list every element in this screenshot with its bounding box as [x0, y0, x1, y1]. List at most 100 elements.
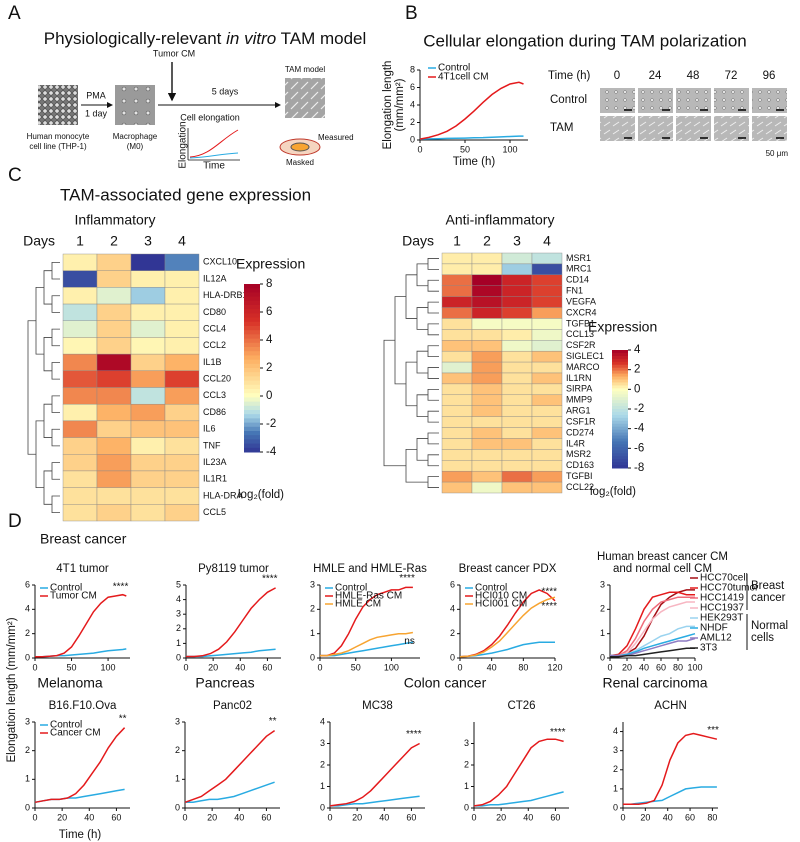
- y-tick-label: 3: [464, 738, 469, 748]
- colorbar-title: Expression: [588, 319, 657, 335]
- y-tick-label: 0: [320, 802, 325, 812]
- heatmap-cell: [441, 438, 473, 450]
- heatmap-cell: [130, 370, 166, 388]
- label: Tumor CM: [153, 48, 195, 58]
- x-tick-label: 50: [67, 662, 77, 672]
- heatmap-cell: [62, 403, 98, 422]
- heatmap-cell: [164, 437, 200, 455]
- dendrogram: [427, 367, 439, 379]
- colorbar-label: log₂(fold): [590, 486, 636, 498]
- heatmap-cell: [531, 470, 563, 483]
- heatmap-cell: [501, 274, 533, 286]
- heatmap-title: Anti-inflammatory: [446, 212, 555, 228]
- heatmap-cell: [441, 307, 473, 319]
- heatmap-cell: [130, 253, 166, 271]
- heatmap-cell: [130, 420, 166, 438]
- y-tick-label: 5: [176, 579, 181, 589]
- y-tick-label: 2: [600, 604, 605, 614]
- heatmap-cell: [531, 340, 563, 352]
- heatmap-cell: [62, 437, 98, 455]
- heatmap-cell: [130, 437, 166, 455]
- legend-label: HEK293T: [700, 613, 743, 624]
- y-tick-label: 0: [600, 652, 605, 662]
- colorbar-segment: [244, 359, 260, 365]
- gene-label: IL1R1: [203, 474, 227, 484]
- colorbar-segment: [612, 438, 628, 442]
- days-label: Days: [23, 233, 55, 249]
- gene-label: ARG1: [566, 406, 591, 416]
- y-tick-label: 0: [613, 802, 618, 812]
- legend-label: HMLE CM: [335, 599, 381, 610]
- chart-title: CT26: [507, 700, 535, 712]
- x-tick-label: 0: [182, 812, 187, 822]
- y-axis-label: Elongation length: [382, 61, 394, 150]
- heatmap-cell: [471, 416, 503, 428]
- heatmap-cell: [62, 387, 98, 405]
- heatmap-cell: [441, 405, 473, 417]
- colorbar-segment: [244, 384, 260, 390]
- label: Measured: [318, 133, 354, 142]
- colorbar-segment: [612, 388, 628, 392]
- chart-title: Breast cancer PDX: [459, 563, 557, 575]
- x-tick-label: 120: [547, 662, 562, 672]
- heatmap-cell: [96, 353, 132, 372]
- legend-label: HCI010 CM: [475, 591, 527, 602]
- heatmap-cell: [441, 416, 473, 428]
- micrograph: [638, 88, 673, 113]
- micrograph: [600, 116, 635, 141]
- heatmap-cell: [130, 487, 166, 505]
- dendrogram: [51, 295, 60, 313]
- gene-label: CCL3: [203, 390, 226, 400]
- series-line: [419, 135, 524, 140]
- y-tick-label: 4: [176, 594, 181, 604]
- heatmap-cell: [471, 460, 503, 472]
- x-tick-label: 100: [384, 662, 399, 672]
- annotation: ****: [550, 727, 566, 738]
- panel-label: B: [405, 3, 418, 24]
- colorbar-segment: [244, 380, 260, 386]
- y-tick-label: 1: [613, 783, 618, 793]
- colorbar-segment: [244, 342, 260, 348]
- y-tick-label: 2: [464, 759, 469, 769]
- y-tick-label: 3: [310, 579, 315, 589]
- heatmap-cell: [164, 487, 200, 505]
- colorbar-segment: [612, 367, 628, 372]
- legend-group-label: cancer: [751, 592, 786, 604]
- y-tick-label: 2: [25, 628, 30, 638]
- colorbar-segment: [244, 368, 260, 373]
- legend-label: 4T1cell CM: [438, 72, 489, 83]
- group-label: Melanoma: [37, 675, 103, 691]
- heatmap-cell: [96, 287, 132, 305]
- colorbar-segment: [612, 459, 628, 463]
- colorbar-segment: [244, 414, 260, 419]
- heatmap-cell: [531, 394, 563, 406]
- series-line: [184, 729, 276, 804]
- y-tick-label: 3: [176, 609, 181, 619]
- gene-label: HLA-DRA: [203, 490, 243, 500]
- gene-label: VEGFA: [566, 296, 596, 306]
- heatmap-cell: [471, 274, 503, 286]
- heatmap-cell: [62, 470, 98, 488]
- days-label: Days: [402, 233, 434, 249]
- colorbar-segment: [244, 426, 260, 432]
- annotation: ****: [541, 601, 557, 612]
- x-tick-label: 40: [663, 812, 673, 822]
- panel-label: C: [8, 165, 22, 186]
- mini-curve: [189, 129, 239, 158]
- colorbar-segment: [244, 313, 260, 319]
- colorbar-segment: [612, 400, 628, 404]
- colorbar-tick-label: -4: [266, 446, 277, 458]
- heatmap-cell: [96, 370, 132, 388]
- annotation: ****: [113, 582, 129, 593]
- row-label: Control: [550, 94, 587, 106]
- heatmap-cell: [501, 438, 533, 450]
- heatmap-cell: [96, 387, 132, 405]
- series-line: [320, 586, 413, 657]
- annotation: ***: [707, 725, 719, 736]
- colorbar-segment: [612, 364, 628, 369]
- series-line: [419, 81, 524, 140]
- dendrogram: [427, 279, 439, 292]
- heatmap-cell: [531, 481, 563, 494]
- row-label: TAM: [550, 122, 573, 134]
- y-tick-label: 2: [310, 604, 315, 614]
